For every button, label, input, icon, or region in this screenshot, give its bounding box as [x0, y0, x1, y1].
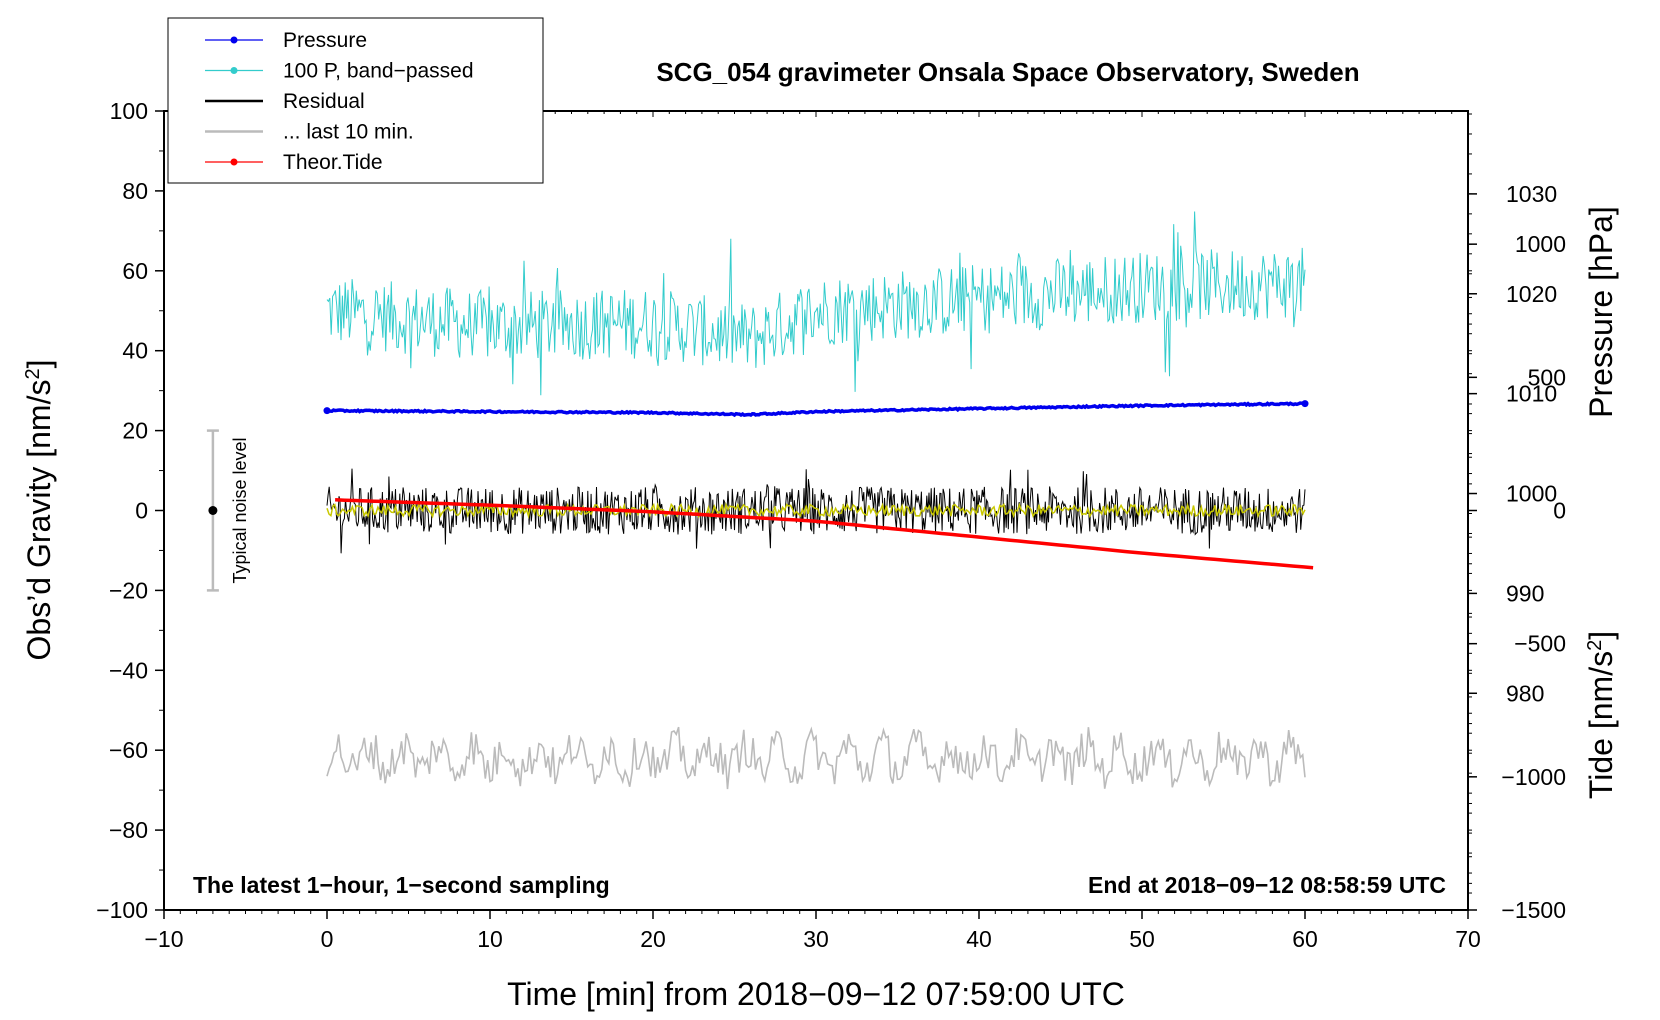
sampling-note: The latest 1−hour, 1−second sampling — [193, 872, 610, 898]
legend-marker — [230, 67, 238, 74]
y-tick-label: 0 — [135, 498, 148, 524]
y-tick-label: 100 — [110, 98, 148, 124]
x-axis-title: Time [min] from 2018−09−12 07:59:00 UTC — [507, 976, 1125, 1012]
legend-items: Pressure 100 P, band−passed Residual ... la… — [205, 29, 474, 174]
pressure-tick-label: 1020 — [1506, 281, 1557, 307]
noise-level-dot — [208, 506, 218, 515]
x-tick-label: 50 — [1129, 926, 1155, 952]
pressure-tick-label: 980 — [1506, 680, 1544, 706]
y-tick-label: −80 — [109, 817, 148, 843]
series-pressure-bandpassed — [326, 211, 1306, 396]
x-tick-label: 20 — [640, 926, 666, 952]
ticks-layer: −10 0 10 20 30 40 50 60 70−100−80−60−40−20020406… — [96, 98, 1566, 952]
tide-tick-label: −1500 — [1501, 897, 1566, 923]
x-tick-label: 0 — [321, 926, 334, 952]
y-tick-label: −100 — [96, 897, 148, 923]
y-tick-label: 20 — [122, 418, 148, 444]
y-axis-title-gravity: Obs’d Gravity [nm/s2] — [21, 360, 57, 661]
pressure-start-marker — [323, 407, 331, 415]
legend-marker — [230, 36, 238, 44]
y-axis-title-pressure: Pressure [hPa] — [1583, 206, 1619, 418]
legend-label: ... last 10 min. — [283, 121, 414, 144]
pressure-tick-label: 1030 — [1506, 181, 1557, 207]
series-theoretical-tide — [335, 498, 1314, 570]
legend-marker — [230, 158, 238, 166]
series-layer — [323, 211, 1314, 790]
legend-label: 100 P, band−passed — [283, 60, 474, 83]
y-tick-label: 60 — [122, 258, 148, 284]
pressure-end-marker — [1301, 400, 1309, 408]
pressure-tick-label: 1010 — [1506, 381, 1557, 407]
series-last-10-min — [326, 726, 1306, 790]
tide-tick-label: 1000 — [1515, 231, 1566, 257]
legend-label: Residual — [283, 90, 365, 113]
x-tick-label: 70 — [1455, 926, 1481, 952]
y-tick-label: −60 — [109, 737, 148, 763]
chart-title: SCG_054 gravimeter Onsala Space Observat… — [656, 57, 1359, 87]
x-tick-label: 60 — [1292, 926, 1318, 952]
y-tick-label: −40 — [109, 657, 148, 683]
y-tick-label: 80 — [122, 178, 148, 204]
y-axis-title-tide: Tide [nm/s2] — [1583, 631, 1619, 799]
tide-tick-label: −1000 — [1501, 764, 1566, 790]
series-residual-smoothed — [326, 502, 1306, 520]
tide-tick-label: 0 — [1553, 498, 1566, 524]
x-tick-label: 10 — [477, 926, 503, 952]
end-time-note: End at 2018−09−12 08:58:59 UTC — [1088, 872, 1446, 898]
pressure-tick-label: 990 — [1506, 580, 1544, 606]
tide-tick-label: −500 — [1514, 631, 1566, 657]
noise-level-label: Typical noise level — [230, 437, 250, 583]
noise-indicator: Typical noise level — [206, 429, 250, 592]
x-tick-label: −10 — [144, 926, 183, 952]
legend-label: Theor.Tide — [283, 151, 383, 174]
y-tick-label: 40 — [122, 338, 148, 364]
series-pressure — [326, 401, 1306, 418]
x-tick-label: 30 — [803, 926, 829, 952]
x-tick-label: 40 — [966, 926, 992, 952]
legend: Pressure 100 P, band−passed Residual ... la… — [167, 17, 544, 184]
tide-tick-label: 500 — [1528, 364, 1566, 390]
pressure-tick-label: 1000 — [1506, 481, 1557, 507]
y-tick-label: −20 — [109, 577, 148, 603]
legend-label: Pressure — [283, 29, 367, 52]
